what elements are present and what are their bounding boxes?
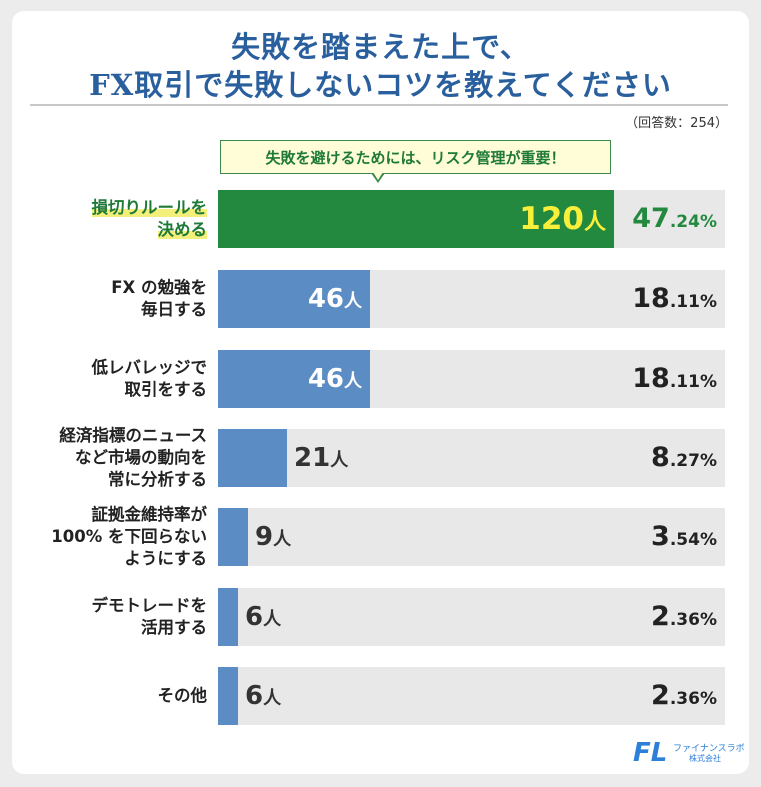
category-label-line: 決める: [157, 220, 207, 239]
count-label: 46人: [308, 350, 362, 408]
count-label: 120人: [519, 190, 606, 248]
percent-integer: 18: [632, 363, 670, 394]
percent-integer: 18: [632, 283, 670, 314]
percent-decimal: .11%: [669, 372, 717, 392]
category-label-line: FX の勉強を: [111, 278, 207, 297]
category-label-line: ようにする: [124, 549, 207, 568]
category-label: デモトレードを活用する: [92, 595, 208, 639]
respondent-count: （回答数：254）: [625, 116, 728, 131]
count-unit: 人: [263, 688, 282, 709]
title-divider: [30, 104, 728, 106]
category-label-line: 証拠金維持率が: [91, 505, 208, 524]
bar: [218, 190, 614, 248]
bar-track: 46人 18.11%: [218, 350, 725, 408]
count-unit: 人: [330, 450, 349, 471]
count-label: 21人: [294, 429, 348, 487]
category-label-line: 毎日する: [141, 300, 207, 319]
chart-title-line1: 失敗を踏まえた上で、: [231, 30, 530, 64]
percent-label: 8.27%: [651, 429, 717, 487]
category-label-line: 経済指標のニュース: [59, 426, 207, 445]
category-label-line: 低レバレッジで: [91, 358, 208, 377]
percent-decimal: .11%: [669, 292, 717, 312]
percent-integer: 8: [651, 442, 670, 473]
category-label: 損切りルールを決める: [91, 197, 207, 241]
count-value: 46: [307, 364, 344, 394]
percent-label: 2.36%: [651, 667, 717, 725]
count-label: 46人: [308, 270, 362, 328]
bar-track: 120人 47.24%: [218, 190, 725, 248]
count-value: 9: [255, 522, 274, 552]
logo-name: ファイナンスラボ: [673, 744, 745, 754]
category-label: 低レバレッジで取引をする: [92, 357, 208, 401]
percent-integer: 3: [651, 521, 670, 552]
percent-decimal: .27%: [669, 451, 717, 471]
bar-track: 6人 2.36%: [218, 667, 725, 725]
logo-company: 株式会社: [689, 754, 721, 763]
count-unit: 人: [273, 529, 292, 550]
percent-decimal: .36%: [669, 610, 717, 630]
category-label: その他: [158, 685, 208, 707]
percent-label: 47.24%: [632, 190, 717, 248]
count-unit: 人: [583, 210, 606, 235]
category-label: 経済指標のニュースなど市場の動向を常に分析する: [59, 425, 207, 491]
category-label: FX の勉強を毎日する: [111, 277, 207, 321]
percent-label: 18.11%: [632, 350, 717, 408]
bar: [218, 270, 370, 328]
percent-label: 18.11%: [632, 270, 717, 328]
count-label: 9人: [255, 508, 291, 566]
count-unit: 人: [344, 291, 362, 312]
bar-track: 21人 8.27%: [218, 429, 725, 487]
percent-integer: 47: [632, 203, 670, 234]
bar: [218, 667, 238, 725]
logo-mark: FL: [633, 738, 668, 768]
bar: [218, 508, 248, 566]
category-label-line: デモトレードを: [91, 596, 208, 615]
percent-decimal: .54%: [669, 530, 717, 550]
count-value: 6: [245, 681, 264, 711]
finance-lab-logo: FL ファイナンスラボ 株式会社: [633, 738, 745, 768]
percent-decimal: .36%: [669, 689, 717, 709]
category-label-line: 100% を下回らない: [51, 527, 207, 546]
count-unit: 人: [263, 609, 282, 630]
category-label-line: 常に分析する: [108, 470, 207, 489]
bar: [218, 588, 238, 646]
count-value: 46: [307, 284, 344, 314]
percent-label: 2.36%: [651, 588, 717, 646]
percent-integer: 2: [651, 680, 670, 711]
category-label: 証拠金維持率が 100% を下回らないようにする: [51, 504, 207, 570]
category-label-line: など市場の動向を: [75, 448, 207, 467]
percent-integer: 2: [651, 601, 670, 632]
count-label: 6人: [245, 588, 281, 646]
chart-title-line2: FX取引で失敗しないコツを教えてください: [89, 68, 672, 102]
count-value: 120: [519, 201, 584, 237]
percent-decimal: .24%: [669, 212, 717, 232]
bar-track: 46人 18.11%: [218, 270, 725, 328]
category-label-line: その他: [157, 686, 208, 705]
category-label-line: 損切りルールを: [91, 198, 207, 217]
bar: [218, 350, 370, 408]
count-value: 6: [245, 602, 264, 632]
bar-track: 6人 2.36%: [218, 588, 725, 646]
count-label: 6人: [245, 667, 281, 725]
category-label-line: 活用する: [141, 618, 207, 637]
callout-box: 失敗を避けるためには、リスク管理が重要！: [220, 140, 611, 174]
category-label-line: 取引をする: [124, 380, 208, 399]
bar: [218, 429, 287, 487]
count-unit: 人: [344, 371, 362, 392]
percent-label: 3.54%: [651, 508, 717, 566]
bar-track: 9人 3.54%: [218, 508, 725, 566]
count-value: 21: [294, 443, 331, 473]
